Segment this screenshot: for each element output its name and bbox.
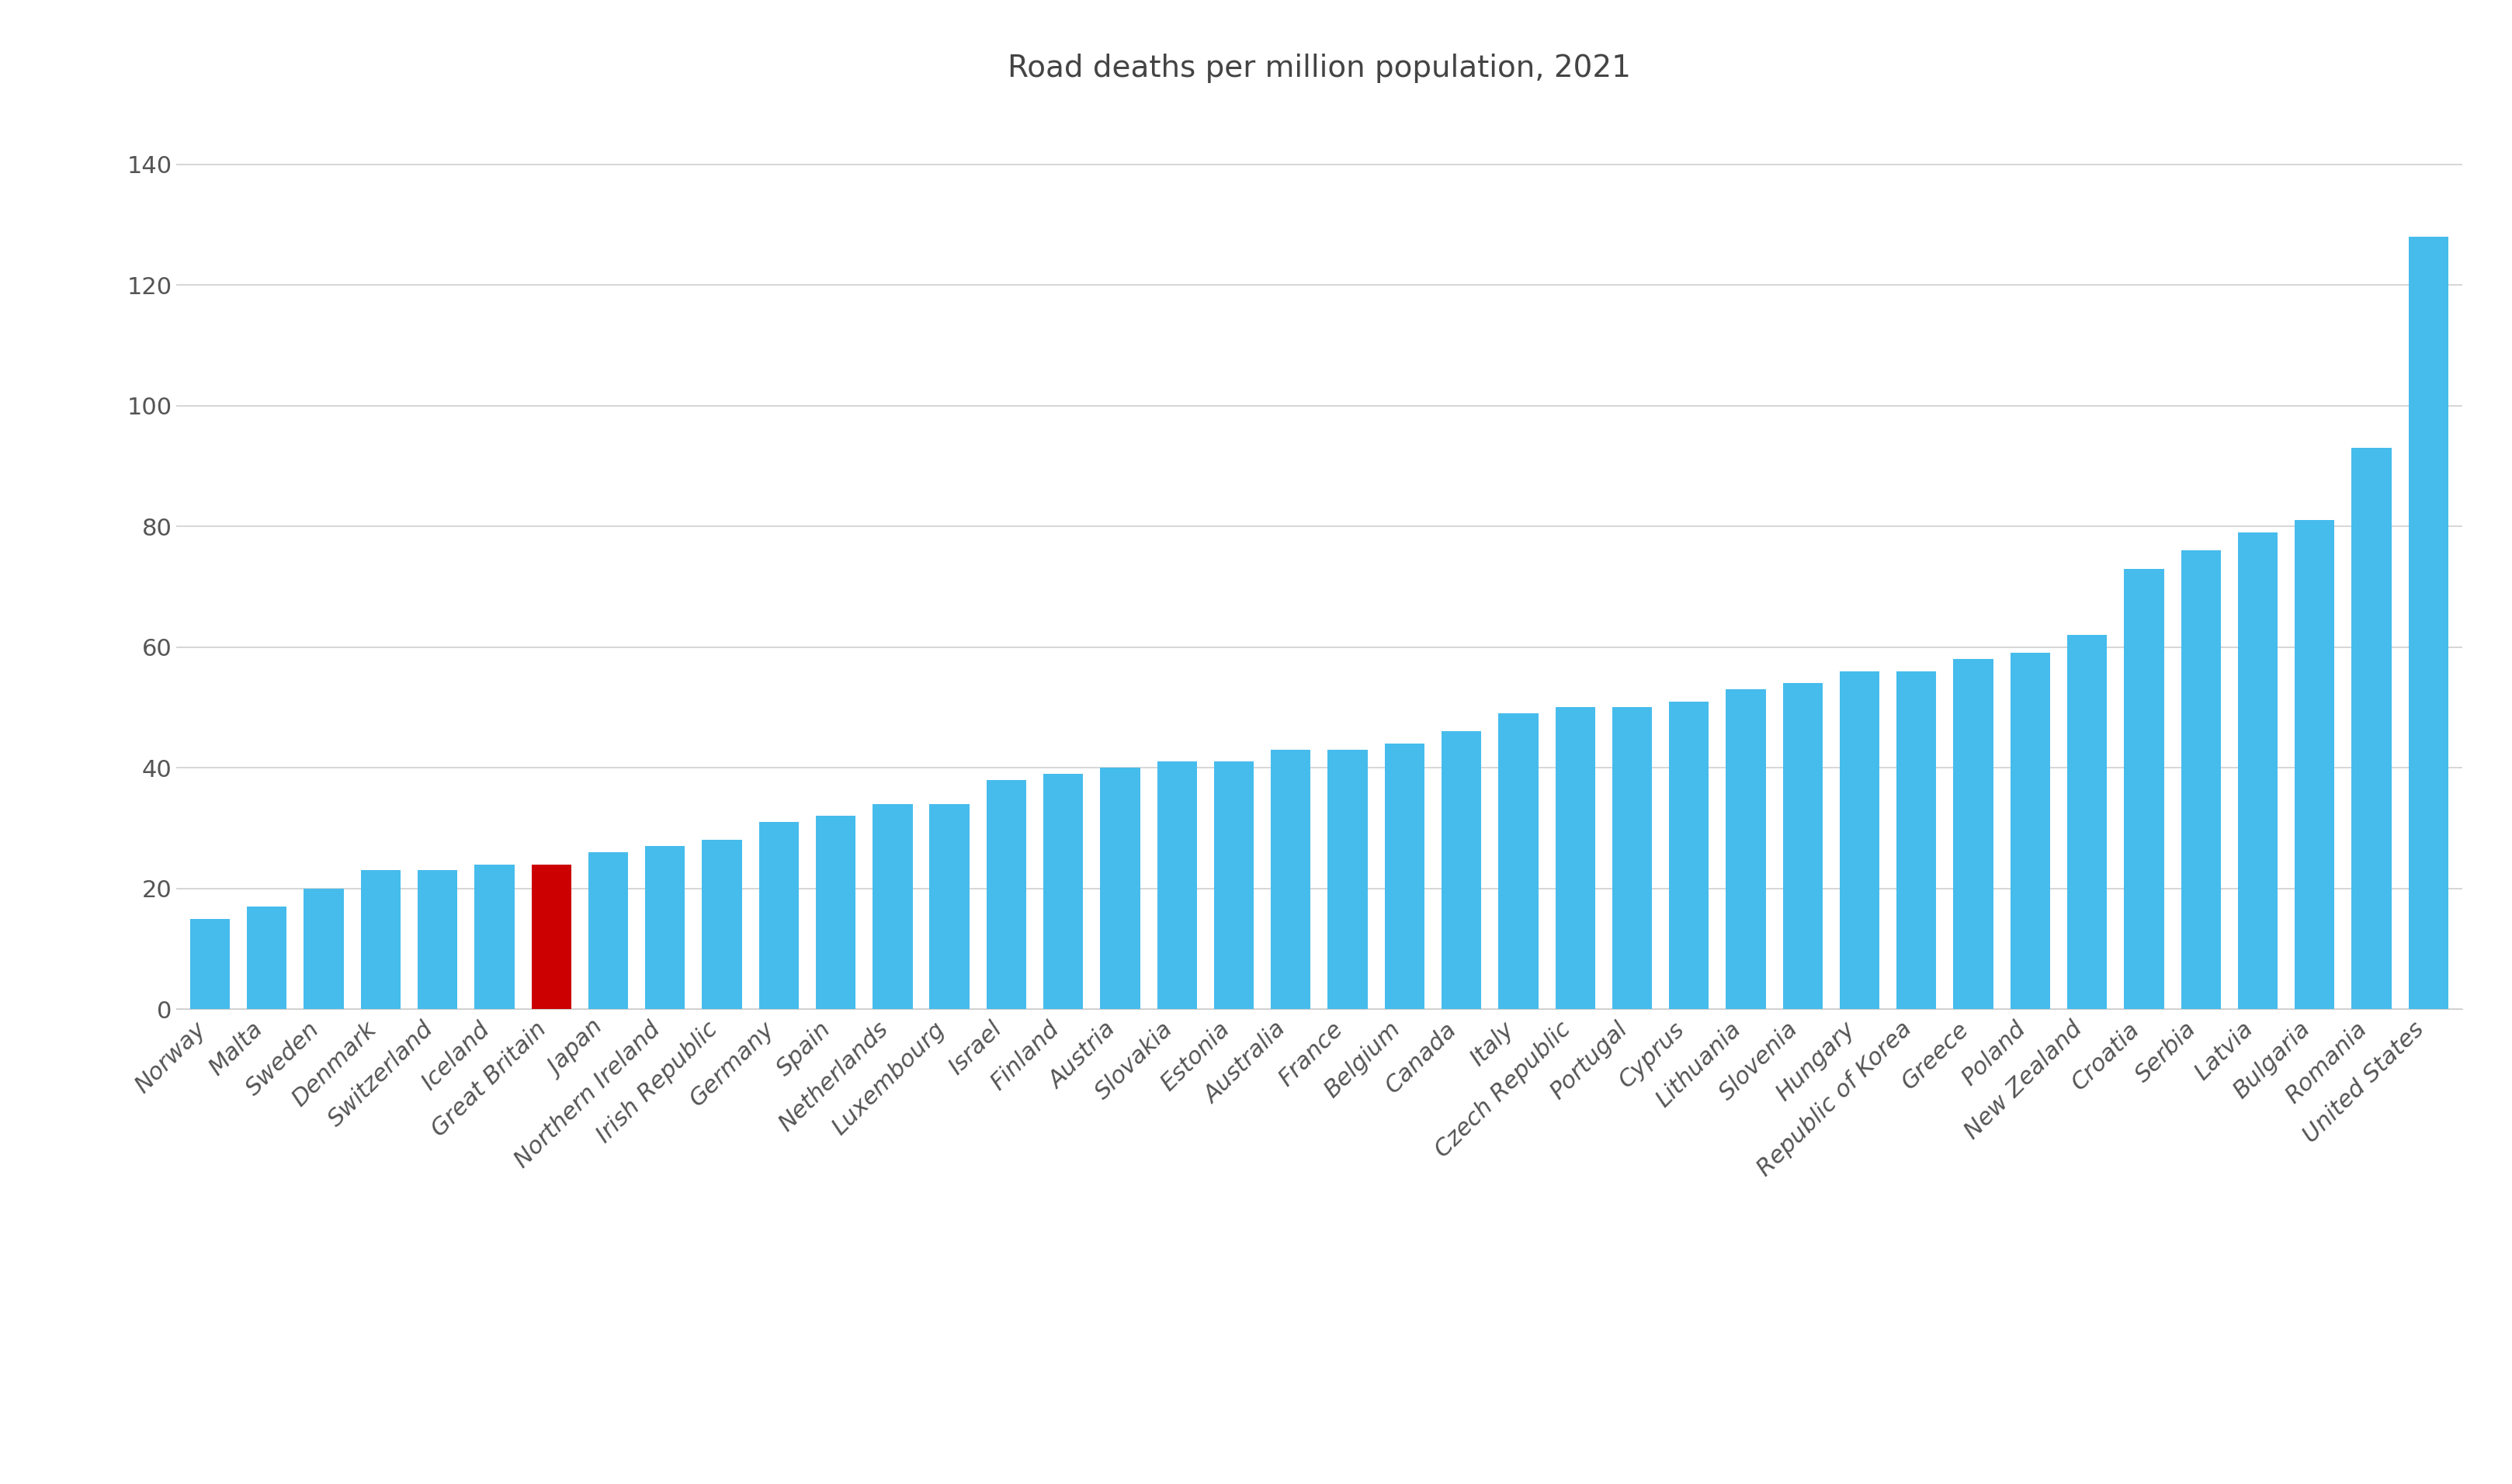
Bar (872, 804, 912, 1009)
Bar (475, 864, 515, 1009)
Bar (2180, 551, 2221, 1009)
Bar (2351, 448, 2391, 1009)
Bar (1555, 708, 1595, 1009)
Bar (2406, 236, 2447, 1009)
Title: Road deaths per million population, 2021: Road deaths per million population, 2021 (1007, 53, 1630, 83)
Bar (1897, 671, 1937, 1009)
Bar (1384, 743, 1424, 1009)
Bar (1042, 773, 1083, 1009)
Bar (362, 870, 399, 1009)
Bar (816, 816, 857, 1009)
Bar (701, 840, 741, 1009)
Bar (1213, 761, 1253, 1009)
Bar (530, 864, 570, 1009)
Bar (2010, 653, 2050, 1009)
Bar (1839, 671, 1879, 1009)
Bar (1497, 714, 1537, 1009)
Bar (1271, 749, 1311, 1009)
Bar (588, 852, 628, 1009)
Bar (1100, 767, 1140, 1009)
Bar (1326, 749, 1367, 1009)
Bar (987, 779, 1025, 1009)
Bar (646, 846, 686, 1009)
Bar (1613, 708, 1650, 1009)
Bar (304, 889, 344, 1009)
Bar (2293, 521, 2334, 1009)
Bar (1726, 689, 1766, 1009)
Bar (2123, 568, 2163, 1009)
Bar (246, 907, 286, 1009)
Bar (2238, 533, 2276, 1009)
Bar (2067, 635, 2108, 1009)
Bar (1156, 761, 1196, 1009)
Bar (1668, 702, 1708, 1009)
Bar (759, 822, 799, 1009)
Bar (1442, 732, 1482, 1009)
Bar (191, 919, 231, 1009)
Bar (929, 804, 970, 1009)
Bar (1781, 683, 1821, 1009)
Bar (417, 870, 457, 1009)
Bar (1952, 659, 1992, 1009)
